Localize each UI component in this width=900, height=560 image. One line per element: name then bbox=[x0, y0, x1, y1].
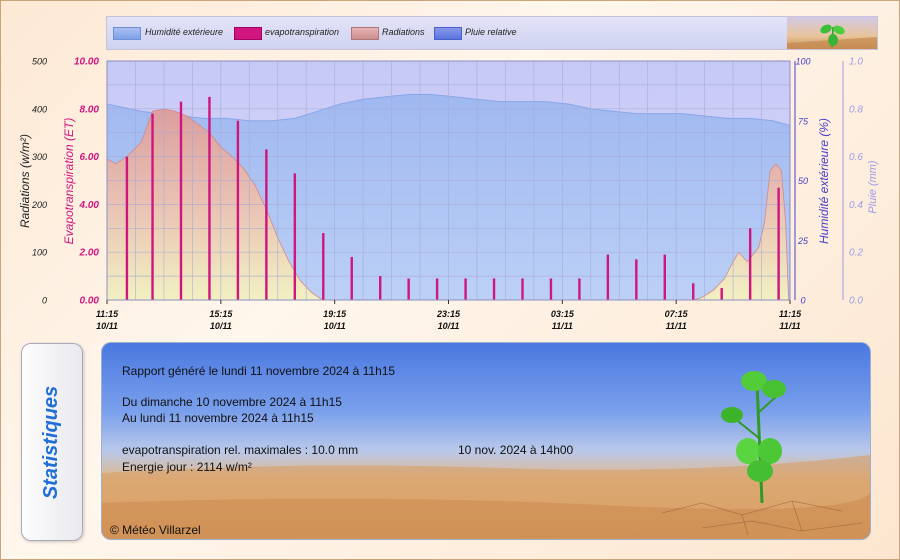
x-tick-date: 10/11 bbox=[324, 321, 346, 331]
et-bar bbox=[125, 156, 129, 300]
et-tick-label: 2.00 bbox=[79, 248, 100, 259]
x-tick-time: 23:15 bbox=[436, 309, 461, 319]
humidity-axis-title: Humidité extérieure (%) bbox=[817, 118, 831, 244]
period-from: Du dimanche 10 novembre 2024 à 11h15 bbox=[122, 395, 342, 409]
et-bar bbox=[578, 278, 581, 300]
radiation-tick-label: 500 bbox=[32, 57, 47, 67]
et-bar bbox=[663, 254, 666, 300]
et-bar bbox=[606, 254, 610, 300]
et-bar bbox=[407, 278, 410, 300]
x-axis: 11:15 10/11 15:15 10/11 19:15 10/11 23:15 10/11… bbox=[96, 300, 802, 331]
radiation-tick-label: 400 bbox=[32, 104, 47, 114]
et-tick-label: 10.00 bbox=[74, 57, 99, 68]
x-tick-time: 19:15 bbox=[323, 309, 347, 319]
et-bar bbox=[265, 149, 268, 300]
legend-label-radiation: Radiations bbox=[382, 27, 425, 37]
rain-tick-label: 0.0 bbox=[849, 296, 863, 307]
humidity-tick-label: 25 bbox=[797, 236, 809, 246]
et-bar bbox=[379, 276, 382, 300]
humidity-axis: 0 25 50 75 100 bbox=[794, 57, 811, 306]
et-tick-label: 0.00 bbox=[80, 296, 100, 307]
x-tick-date: 11/11 bbox=[779, 321, 800, 331]
et-tick-label: 8.00 bbox=[80, 104, 100, 115]
et-tick-label: 6.00 bbox=[80, 152, 100, 163]
x-tick-time: 11:15 bbox=[779, 309, 802, 319]
et-bar bbox=[748, 228, 752, 300]
period-to: Au lundi 11 novembre 2024 à 11h15 bbox=[122, 411, 314, 425]
rain-tick-label: 0.6 bbox=[849, 152, 863, 163]
et-max: evapotranspiration rel. maximales : 10.0… bbox=[122, 443, 359, 457]
stats-tab[interactable]: Statistiques bbox=[21, 343, 83, 541]
x-tick-date: 11/11 bbox=[666, 321, 687, 331]
humidity-tick-label: 75 bbox=[798, 116, 809, 126]
et-bar bbox=[293, 173, 297, 300]
et-bar bbox=[208, 96, 211, 300]
et-tick-label: 4.00 bbox=[79, 200, 100, 211]
et-bar bbox=[236, 120, 240, 300]
et-bar bbox=[179, 101, 183, 300]
et-bar bbox=[777, 187, 780, 300]
x-tick-time: 15:15 bbox=[209, 309, 233, 319]
et-max-date: 10 nov. 2024 à 14h00 bbox=[458, 443, 574, 457]
humidity-tick-label: 0 bbox=[800, 296, 805, 306]
copyright: © Météo Villarzel bbox=[110, 523, 201, 537]
et-bar bbox=[322, 233, 325, 300]
rain-axis: 0.0 0.2 0.4 0.6 0.8 1.0 bbox=[842, 57, 863, 307]
rain-tick-label: 0.2 bbox=[849, 248, 863, 259]
et-axis-title: Evapotranspiration (ET) bbox=[62, 118, 76, 245]
et-bar bbox=[635, 259, 638, 300]
rain-tick-label: 0.8 bbox=[849, 104, 863, 115]
x-tick-time: 07:15 bbox=[665, 309, 689, 319]
radiation-axis-title: Radiations (w/m²) bbox=[18, 134, 32, 228]
rain-tick-label: 1.0 bbox=[849, 57, 863, 68]
radiation-tick-label: 100 bbox=[32, 248, 47, 258]
x-tick-date: 10/11 bbox=[210, 321, 232, 331]
legend-label-rain: Pluie relative bbox=[465, 27, 517, 37]
et-bar bbox=[549, 278, 553, 300]
radiation-tick-label: 300 bbox=[32, 152, 47, 162]
humidity-tick-label: 100 bbox=[795, 57, 810, 67]
energy-day: Energie jour : 2114 w/m² bbox=[122, 460, 252, 474]
x-tick-time: 11:15 bbox=[96, 309, 119, 319]
rain-tick-label: 0.4 bbox=[849, 200, 863, 211]
legend-label-et: evapotranspiration bbox=[265, 27, 340, 37]
et-bar bbox=[464, 278, 467, 300]
et-bar bbox=[151, 113, 154, 300]
et-bar bbox=[692, 283, 695, 300]
x-tick-date: 10/11 bbox=[438, 321, 460, 331]
legend-swatch-rain bbox=[434, 27, 462, 40]
radiation-axis: 0 100 200 300 400 500 bbox=[31, 57, 47, 306]
legend-swatch-humidity bbox=[113, 27, 141, 40]
desert-plant-illustration bbox=[102, 371, 870, 539]
stats-title: Statistiques bbox=[40, 385, 63, 499]
et-bars bbox=[125, 96, 780, 300]
et-bar bbox=[720, 288, 723, 300]
et-bar bbox=[521, 278, 524, 300]
et-axis: 0.00 2.00 4.00 6.00 8.00 10.00 bbox=[74, 57, 99, 307]
humidity-tick-label: 50 bbox=[798, 176, 808, 186]
legend-swatch-radiation bbox=[351, 27, 379, 40]
x-tick-date: 10/11 bbox=[96, 321, 118, 331]
x-tick-time: 03:15 bbox=[551, 309, 575, 319]
plant-logo-icon bbox=[787, 17, 877, 49]
et-bar bbox=[435, 278, 439, 300]
report-generated: Rapport généré le lundi 11 novembre 2024… bbox=[122, 364, 396, 378]
radiation-tick-label: 0 bbox=[42, 296, 47, 306]
x-tick-date: 11/11 bbox=[552, 321, 573, 331]
grid bbox=[107, 61, 790, 300]
rain-axis-title: Pluie (mm) bbox=[867, 160, 879, 214]
chart-legend: Humidité extérieure evapotranspiration R… bbox=[106, 16, 878, 50]
et-bar bbox=[492, 278, 496, 300]
legend-swatch-et bbox=[234, 27, 262, 40]
et-bar bbox=[350, 256, 353, 300]
legend-label-humidity: Humidité extérieure bbox=[145, 27, 224, 37]
radiation-tick-label: 200 bbox=[31, 200, 47, 210]
stats-panel: Rapport généré le lundi 11 novembre 2024… bbox=[101, 342, 871, 540]
